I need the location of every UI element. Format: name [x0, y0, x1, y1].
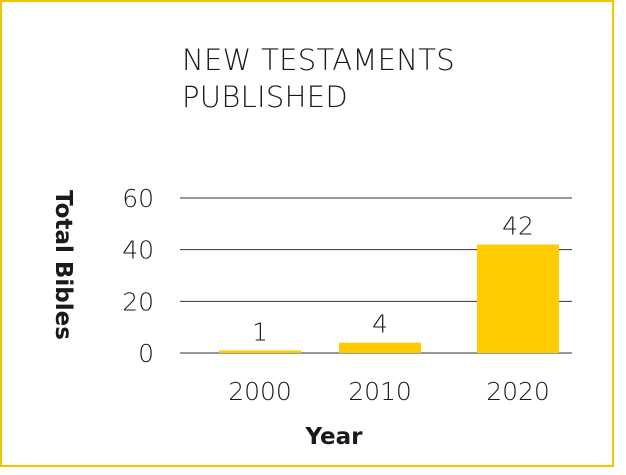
y-axis-title: Total Bibles — [50, 190, 76, 340]
y-tick-label: 0 — [138, 339, 154, 368]
bar-2010 — [339, 342, 421, 353]
bar-2020 — [477, 244, 559, 353]
x-axis-title: Year — [304, 424, 363, 450]
chart-frame — [0, 0, 614, 467]
data-label: 42 — [502, 212, 534, 241]
data-label: 1 — [252, 317, 268, 346]
x-tick-label: 2000 — [228, 377, 292, 406]
data-label: 4 — [372, 310, 388, 339]
y-tick-label: 60 — [122, 184, 154, 213]
x-tick-label: 2020 — [486, 377, 550, 406]
y-tick-label: 20 — [122, 287, 154, 316]
x-tick-label: 2010 — [348, 377, 412, 406]
y-tick-label: 40 — [122, 236, 154, 265]
bar-2000 — [219, 350, 301, 353]
chart-title: NEW TESTAMENTS PUBLISHED — [182, 43, 456, 114]
